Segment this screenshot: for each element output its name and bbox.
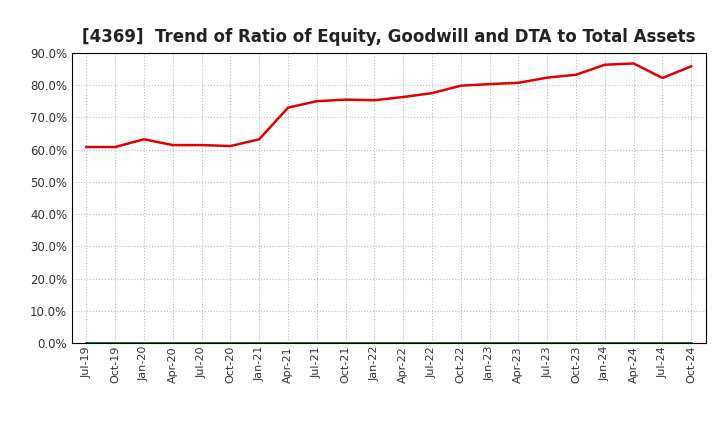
- Goodwill: [456, 341, 465, 346]
- Equity: [284, 105, 292, 110]
- Deferred Tax Assets: [168, 341, 177, 346]
- Equity: [197, 143, 206, 148]
- Deferred Tax Assets: [284, 341, 292, 346]
- Goodwill: [226, 341, 235, 346]
- Deferred Tax Assets: [600, 341, 609, 346]
- Equity: [543, 75, 552, 80]
- Deferred Tax Assets: [399, 341, 408, 346]
- Equity: [82, 144, 91, 150]
- Goodwill: [543, 341, 552, 346]
- Deferred Tax Assets: [514, 341, 523, 346]
- Deferred Tax Assets: [341, 341, 350, 346]
- Deferred Tax Assets: [658, 341, 667, 346]
- Equity: [687, 64, 696, 69]
- Equity: [312, 99, 321, 104]
- Equity: [485, 81, 494, 87]
- Equity: [255, 137, 264, 142]
- Deferred Tax Assets: [197, 341, 206, 346]
- Goodwill: [572, 341, 580, 346]
- Equity: [140, 137, 148, 142]
- Goodwill: [485, 341, 494, 346]
- Goodwill: [514, 341, 523, 346]
- Deferred Tax Assets: [687, 341, 696, 346]
- Goodwill: [341, 341, 350, 346]
- Goodwill: [82, 341, 91, 346]
- Goodwill: [658, 341, 667, 346]
- Deferred Tax Assets: [255, 341, 264, 346]
- Goodwill: [600, 341, 609, 346]
- Equity: [514, 80, 523, 85]
- Equity: [168, 143, 177, 148]
- Deferred Tax Assets: [312, 341, 321, 346]
- Deferred Tax Assets: [543, 341, 552, 346]
- Equity: [226, 143, 235, 149]
- Equity: [572, 72, 580, 77]
- Goodwill: [687, 341, 696, 346]
- Deferred Tax Assets: [428, 341, 436, 346]
- Goodwill: [255, 341, 264, 346]
- Equity: [456, 83, 465, 88]
- Goodwill: [111, 341, 120, 346]
- Deferred Tax Assets: [226, 341, 235, 346]
- Goodwill: [629, 341, 638, 346]
- Goodwill: [197, 341, 206, 346]
- Equity: [658, 75, 667, 81]
- Deferred Tax Assets: [629, 341, 638, 346]
- Deferred Tax Assets: [456, 341, 465, 346]
- Equity: [629, 61, 638, 66]
- Goodwill: [140, 341, 148, 346]
- Equity: [399, 94, 408, 99]
- Deferred Tax Assets: [111, 341, 120, 346]
- Equity: [600, 62, 609, 67]
- Deferred Tax Assets: [370, 341, 379, 346]
- Title: [4369]  Trend of Ratio of Equity, Goodwill and DTA to Total Assets: [4369] Trend of Ratio of Equity, Goodwil…: [82, 28, 696, 46]
- Deferred Tax Assets: [140, 341, 148, 346]
- Deferred Tax Assets: [485, 341, 494, 346]
- Goodwill: [312, 341, 321, 346]
- Deferred Tax Assets: [572, 341, 580, 346]
- Line: Equity: Equity: [86, 63, 691, 147]
- Equity: [111, 144, 120, 150]
- Equity: [370, 98, 379, 103]
- Goodwill: [370, 341, 379, 346]
- Goodwill: [168, 341, 177, 346]
- Goodwill: [428, 341, 436, 346]
- Deferred Tax Assets: [82, 341, 91, 346]
- Equity: [341, 97, 350, 102]
- Goodwill: [284, 341, 292, 346]
- Equity: [428, 91, 436, 96]
- Goodwill: [399, 341, 408, 346]
